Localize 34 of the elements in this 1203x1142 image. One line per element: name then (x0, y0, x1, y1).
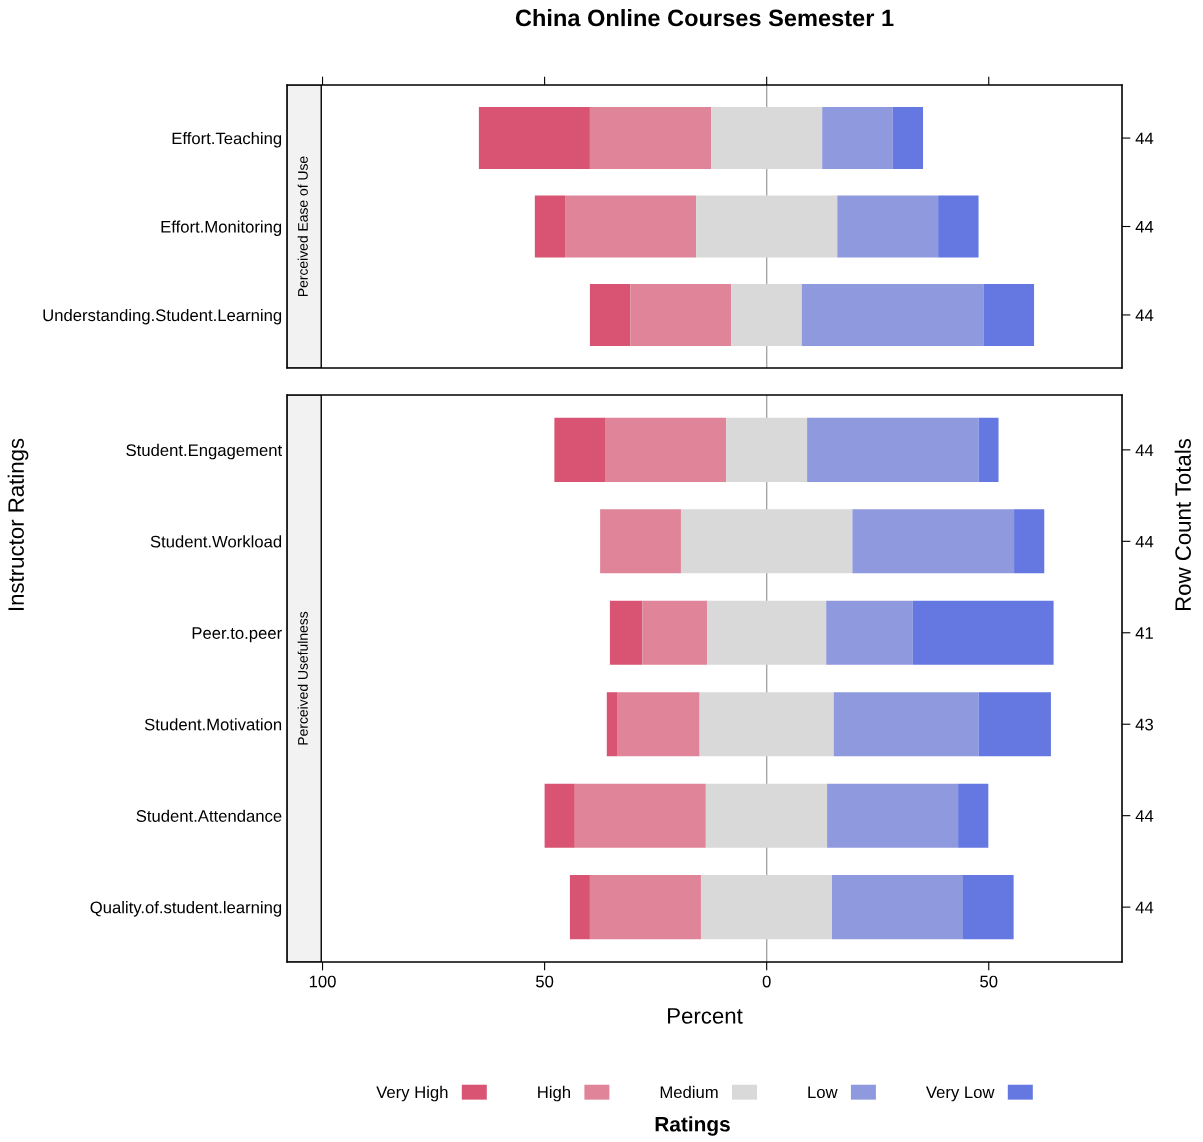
x-tick-label: 50 (980, 975, 998, 988)
y-tick-label: Student.Motivation (144, 718, 282, 731)
y2-tick-label: 43 (1135, 718, 1153, 731)
annotation: Perceived Ease of Use (297, 156, 308, 296)
y-tick-label: Effort.Teaching (172, 132, 282, 148)
y2-tick-label: 41 (1135, 627, 1153, 639)
legend-label: High (538, 1085, 570, 1102)
y-tick-label: Effort.Monitoring (161, 220, 282, 236)
y2-axis-title: Row Count Totals (1174, 438, 1191, 611)
x-tick-label: 0 (762, 975, 771, 988)
y2-tick-label: 44 (1135, 535, 1154, 548)
y2-tick-label: 44 (1135, 444, 1154, 456)
x-axis-title: Percent (668, 1008, 743, 1024)
annotation: Perceived Usefulness (297, 611, 308, 745)
y2-tick-label: 44 (1135, 221, 1154, 233)
y2-tick-label: 44 (1135, 309, 1154, 321)
y-tick-label: Quality.of.student.learning (90, 901, 282, 917)
y-axis-title: Instructor Ratings (7, 438, 29, 611)
y-tick-label: Student.Engagement (126, 443, 283, 460)
y2-tick-label: 44 (1135, 132, 1154, 145)
y2-tick-label: 44 (1135, 901, 1154, 914)
legend-label: Low (808, 1086, 838, 1099)
y-tick-label: Understanding.Student.Learning (43, 308, 282, 325)
y-tick-label: Student.Attendance (136, 809, 282, 822)
y-tick-label: Peer.to.peer (192, 627, 282, 643)
legend-label: Very Low (925, 1086, 995, 1102)
y-tick-label: Student.Workload (150, 535, 282, 548)
legend-label: Medium (660, 1085, 718, 1099)
chart-title: China Online Courses Semester 1 (515, 9, 894, 27)
legend-label: Very High (376, 1085, 448, 1102)
x-tick-label: 100 (309, 975, 336, 988)
y2-tick-label: 44 (1135, 810, 1154, 822)
legend-title: Ratings (655, 1116, 730, 1136)
x-tick-label: 50 (536, 975, 554, 988)
